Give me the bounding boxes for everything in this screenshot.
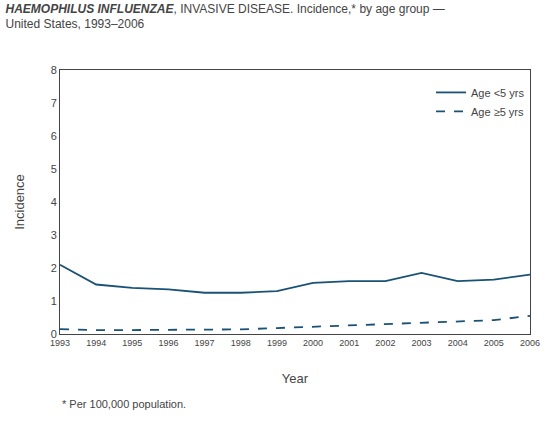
svg-text:Age ≥5 yrs: Age ≥5 yrs [471, 106, 524, 118]
svg-text:7: 7 [51, 97, 57, 109]
svg-text:3: 3 [51, 229, 57, 241]
svg-text:1994: 1994 [86, 338, 106, 348]
svg-text:2005: 2005 [484, 338, 504, 348]
svg-text:5: 5 [51, 163, 57, 175]
svg-text:Incidence: Incidence [12, 174, 27, 230]
svg-text:Year: Year [282, 371, 309, 386]
svg-text:0: 0 [51, 328, 57, 340]
svg-text:2004: 2004 [448, 338, 468, 348]
svg-text:* Per 100,000 population.: * Per 100,000 population. [62, 398, 186, 410]
svg-text:1995: 1995 [122, 338, 142, 348]
svg-text:2006: 2006 [520, 338, 540, 348]
svg-text:1999: 1999 [267, 338, 287, 348]
svg-text:1998: 1998 [231, 338, 251, 348]
svg-text:1: 1 [51, 295, 57, 307]
svg-text:2002: 2002 [375, 338, 395, 348]
svg-text:Age <5 yrs: Age <5 yrs [471, 87, 524, 99]
svg-text:1996: 1996 [158, 338, 178, 348]
svg-text:2001: 2001 [339, 338, 359, 348]
svg-text:8: 8 [51, 64, 57, 76]
svg-text:2: 2 [51, 262, 57, 274]
svg-text:2000: 2000 [303, 338, 323, 348]
svg-text:1993: 1993 [50, 338, 70, 348]
svg-text:HAEMOPHILUS INFLUENZAE, INVASI: HAEMOPHILUS INFLUENZAE, INVASIVE DISEASE… [6, 2, 445, 32]
svg-text:2003: 2003 [412, 338, 432, 348]
svg-text:6: 6 [51, 130, 57, 142]
svg-text:1997: 1997 [195, 338, 215, 348]
svg-text:4: 4 [51, 196, 57, 208]
